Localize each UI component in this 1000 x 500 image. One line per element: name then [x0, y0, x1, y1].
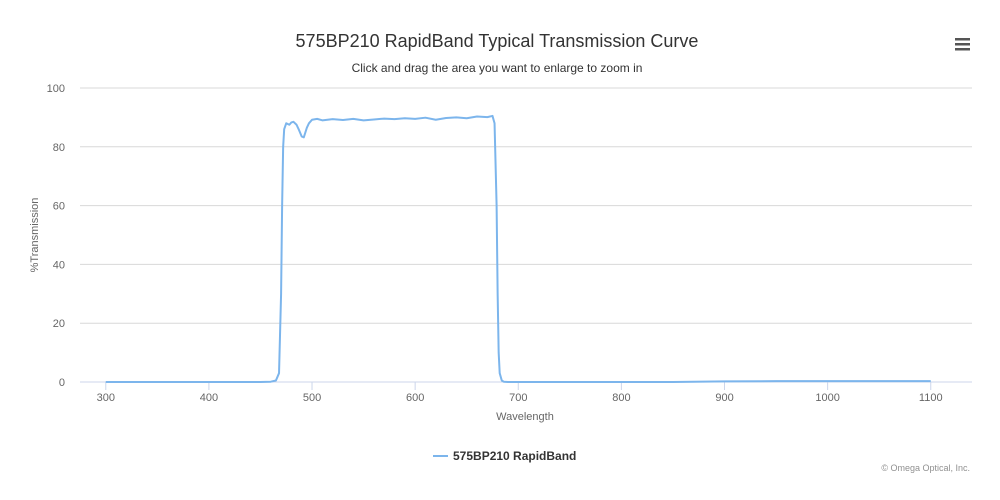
y-tick-label: 20 [53, 318, 65, 330]
x-axis-ticks: 300 400 500 600 700 800 900 1000 1100 [97, 382, 943, 404]
y-axis-label: %Transmission [29, 198, 41, 273]
y-tick-label: 60 [53, 201, 65, 213]
y-tick-label: 100 [47, 83, 65, 95]
x-axis-label: Wavelength [496, 411, 554, 423]
x-tick-label: 900 [715, 392, 733, 404]
chart-subtitle: Click and drag the area you want to enla… [352, 61, 643, 75]
plot-area[interactable] [105, 114, 931, 383]
x-tick-label: 700 [509, 392, 527, 404]
credits-text[interactable]: © Omega Optical, Inc. [881, 463, 970, 473]
x-tick-label: 600 [406, 392, 424, 404]
x-tick-label: 400 [200, 392, 218, 404]
legend-item-label[interactable]: 575BP210 RapidBand [453, 449, 576, 463]
x-tick-label: 300 [97, 392, 115, 404]
x-tick-label: 800 [612, 392, 630, 404]
x-tick-label: 1100 [919, 392, 943, 404]
y-tick-label: 0 [59, 377, 65, 389]
chart-title: 575BP210 RapidBand Typical Transmission … [296, 31, 699, 51]
legend[interactable]: 575BP210 RapidBand [433, 449, 576, 463]
series-line-0[interactable] [105, 114, 931, 383]
x-tick-label: 1000 [815, 392, 839, 404]
hamburger-menu-icon[interactable] [950, 34, 976, 54]
y-tick-label: 80 [53, 142, 65, 154]
x-tick-label: 500 [303, 392, 321, 404]
grid-lines [80, 87, 972, 324]
y-tick-label: 40 [53, 259, 65, 271]
y-axis-ticks: 0 20 40 60 80 100 [47, 83, 65, 389]
